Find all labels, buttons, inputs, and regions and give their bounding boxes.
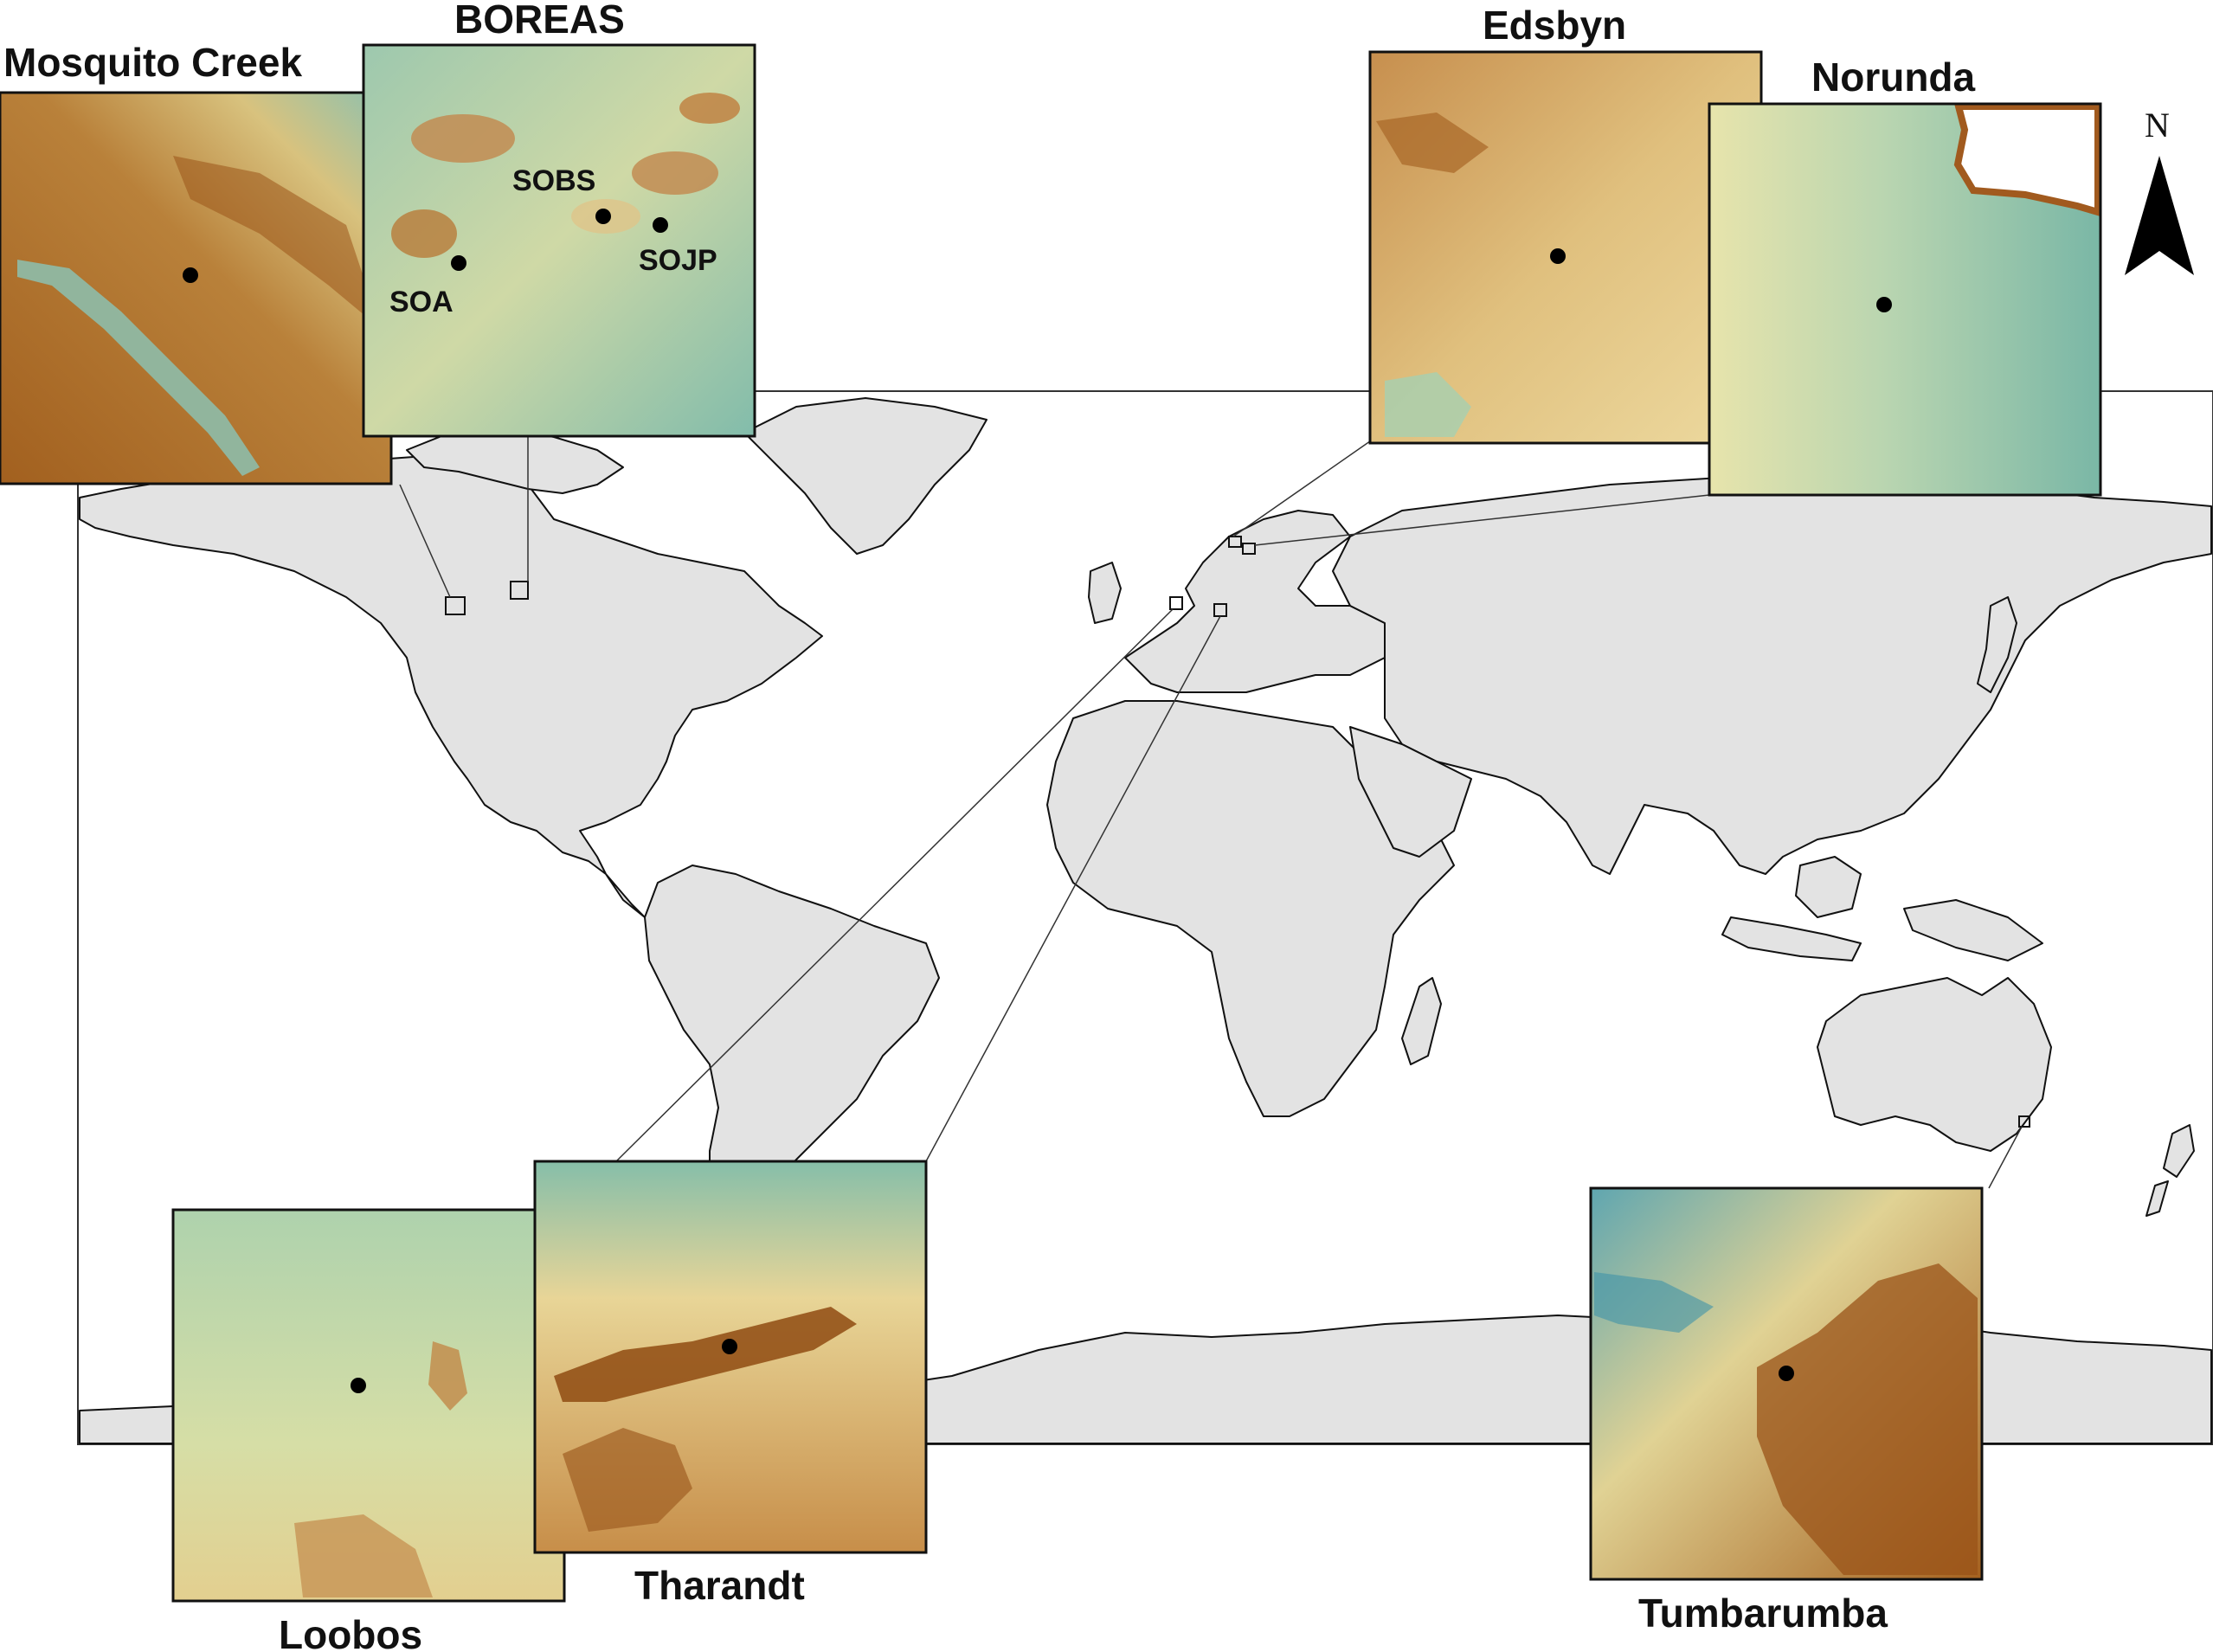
leader-tharandt <box>925 615 1221 1162</box>
inset-edsbyn: Edsbyn <box>1368 3 1763 445</box>
inset-frame <box>362 43 756 438</box>
leader-loobos <box>615 608 1174 1162</box>
inset-label-tumbarumba: Tumbarumba <box>1638 1591 1888 1636</box>
terrain-ridge <box>1376 112 1489 173</box>
site-marker <box>722 1339 737 1354</box>
north-arrow-icon <box>2125 156 2194 275</box>
landmass-africa <box>1046 700 1455 1117</box>
inset-frame <box>533 1160 928 1554</box>
sub-site-label-sojp: SOJP <box>639 244 717 277</box>
site-marker <box>183 267 198 283</box>
terrain-lowland <box>1385 372 1471 437</box>
locator-mosquito-creek <box>445 596 466 615</box>
inset-tharandt: Tharandt <box>533 1160 928 1608</box>
terrain-valley <box>17 260 260 476</box>
inset-mosquito-creek: Mosquito Creek <box>0 40 393 485</box>
sub-site-label-sobs: SOBS <box>512 164 595 197</box>
north-arrow: N <box>2125 106 2194 275</box>
landmass-madagascar <box>1401 977 1442 1065</box>
inset-label-mosquito-creek: Mosquito Creek <box>3 40 302 85</box>
terrain-patch <box>391 209 457 258</box>
leader-norunda <box>1254 494 1710 546</box>
inset-loobos: Loobos <box>171 1208 566 1652</box>
terrain-highland <box>1757 1263 1978 1575</box>
locator-loobos <box>1169 596 1183 610</box>
landmass-europe <box>1124 510 1386 693</box>
site-marker-soa <box>451 255 466 271</box>
site-marker <box>351 1378 366 1393</box>
locator-edsbyn <box>1228 536 1242 548</box>
inset-boreas: SOBS SOJP SOA BOREAS <box>362 0 756 438</box>
terrain-ridge <box>173 156 381 329</box>
sub-site-label-soa: SOA <box>389 286 454 318</box>
landmass-new-zealand <box>2145 1124 2195 1217</box>
landmass-british-isles <box>1088 562 1122 624</box>
terrain-patch <box>679 93 740 124</box>
inset-tumbarumba: Tumbarumba <box>1589 1186 1984 1636</box>
terrain-ridge <box>554 1307 857 1402</box>
site-marker-sobs <box>595 209 611 224</box>
leader-edsbyn <box>1232 436 1377 537</box>
site-marker-sojp <box>653 217 668 233</box>
landmass-australia <box>1817 977 2052 1152</box>
terrain-patch <box>411 114 515 163</box>
landmass-greenland <box>743 397 987 555</box>
inset-norunda: Norunda <box>1708 55 2102 497</box>
leader-mosquito-creek <box>399 484 451 598</box>
locator-boreas <box>510 581 529 600</box>
inset-frame <box>1708 102 2102 497</box>
terrain-patch <box>632 151 718 195</box>
site-marker <box>1550 248 1566 264</box>
site-locator-boxes <box>445 536 2030 1128</box>
terrain-dune <box>428 1341 467 1411</box>
inset-label-tharandt: Tharandt <box>634 1563 805 1608</box>
locator-norunda <box>1242 543 1256 555</box>
inset-label-boreas: BOREAS <box>454 0 625 42</box>
terrain-highland <box>563 1428 692 1532</box>
landmass-arabia <box>1349 726 1472 858</box>
site-marker <box>1876 297 1892 312</box>
landmass-japan <box>1977 596 2017 693</box>
inset-label-loobos: Loobos <box>279 1612 422 1652</box>
inset-label-edsbyn: Edsbyn <box>1483 3 1626 48</box>
landmass-indonesia <box>1721 916 1862 961</box>
leader-lines <box>399 436 2023 1189</box>
terrain-water <box>1953 103 2101 217</box>
inset-label-norunda: Norunda <box>1811 55 1976 100</box>
north-arrow-label: N <box>2145 106 2170 145</box>
leader-tumbarumba <box>1988 1126 2023 1189</box>
site-marker <box>1779 1366 1794 1381</box>
landmass-new-guinea <box>1903 899 2043 961</box>
terrain-valley <box>1594 1272 1714 1333</box>
landmass-borneo <box>1795 856 1862 918</box>
inset-frame <box>1589 1186 1984 1581</box>
locator-tumbarumba <box>2018 1115 2030 1128</box>
terrain-dune <box>294 1514 433 1597</box>
